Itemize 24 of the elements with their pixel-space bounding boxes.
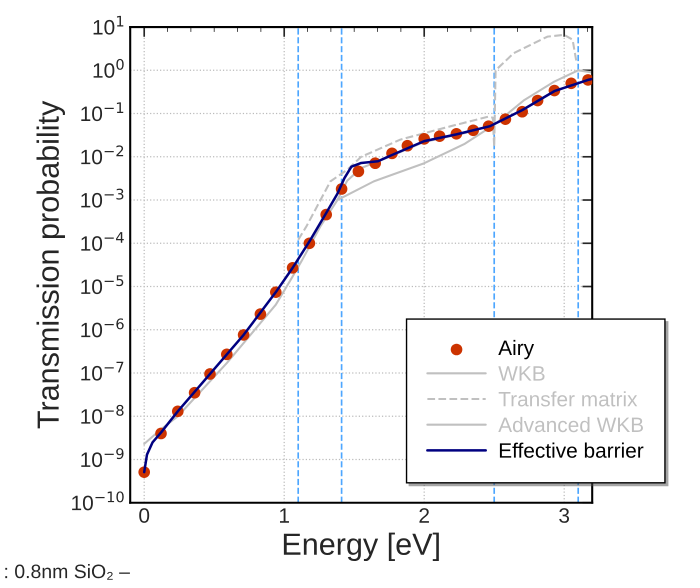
y-tick-label: 10$^{−5}$ <box>81 275 124 294</box>
y-tick-label: 10$^{−2}$ <box>81 145 124 164</box>
y-tick-label: 10$^{−9}$ <box>81 448 124 468</box>
y-tick-label: 10$^{1}$ <box>94 16 124 35</box>
y-tick-label: 10$^{−7}$ <box>81 362 124 381</box>
y-tick-label: 10$^{−10}$ <box>72 491 124 510</box>
y-tick-label: 10$^{−4}$ <box>81 232 124 251</box>
text: : 0.8nm SiO₂ – <box>5 564 130 580</box>
legend-label: Transfer matrix <box>498 391 638 407</box>
x-tick-label: 1 <box>280 508 289 523</box>
y-tick-label: 10$^{−8}$ <box>81 404 124 424</box>
x-tick-label: 2 <box>419 508 429 523</box>
y-axis-title: Transmission probability <box>36 100 65 428</box>
y-tick-label: 10$^{−1}$ <box>81 102 124 122</box>
legend-label: Advanced WKB <box>498 416 644 432</box>
legend-label: Airy <box>498 340 534 360</box>
y-tick-label: 10$^{−3}$ <box>81 188 124 208</box>
y-tick-label: 10$^{−6}$ <box>81 318 124 338</box>
x-tick-label: 3 <box>559 508 570 523</box>
y-tick-label: 10$^{0}$ <box>94 58 124 78</box>
x-tick-label: 0 <box>139 508 150 523</box>
legend-label: Effective barrier <box>500 442 644 458</box>
x-axis-title: Energy [eV] <box>284 532 439 562</box>
legend-label: WKB <box>498 366 545 381</box>
